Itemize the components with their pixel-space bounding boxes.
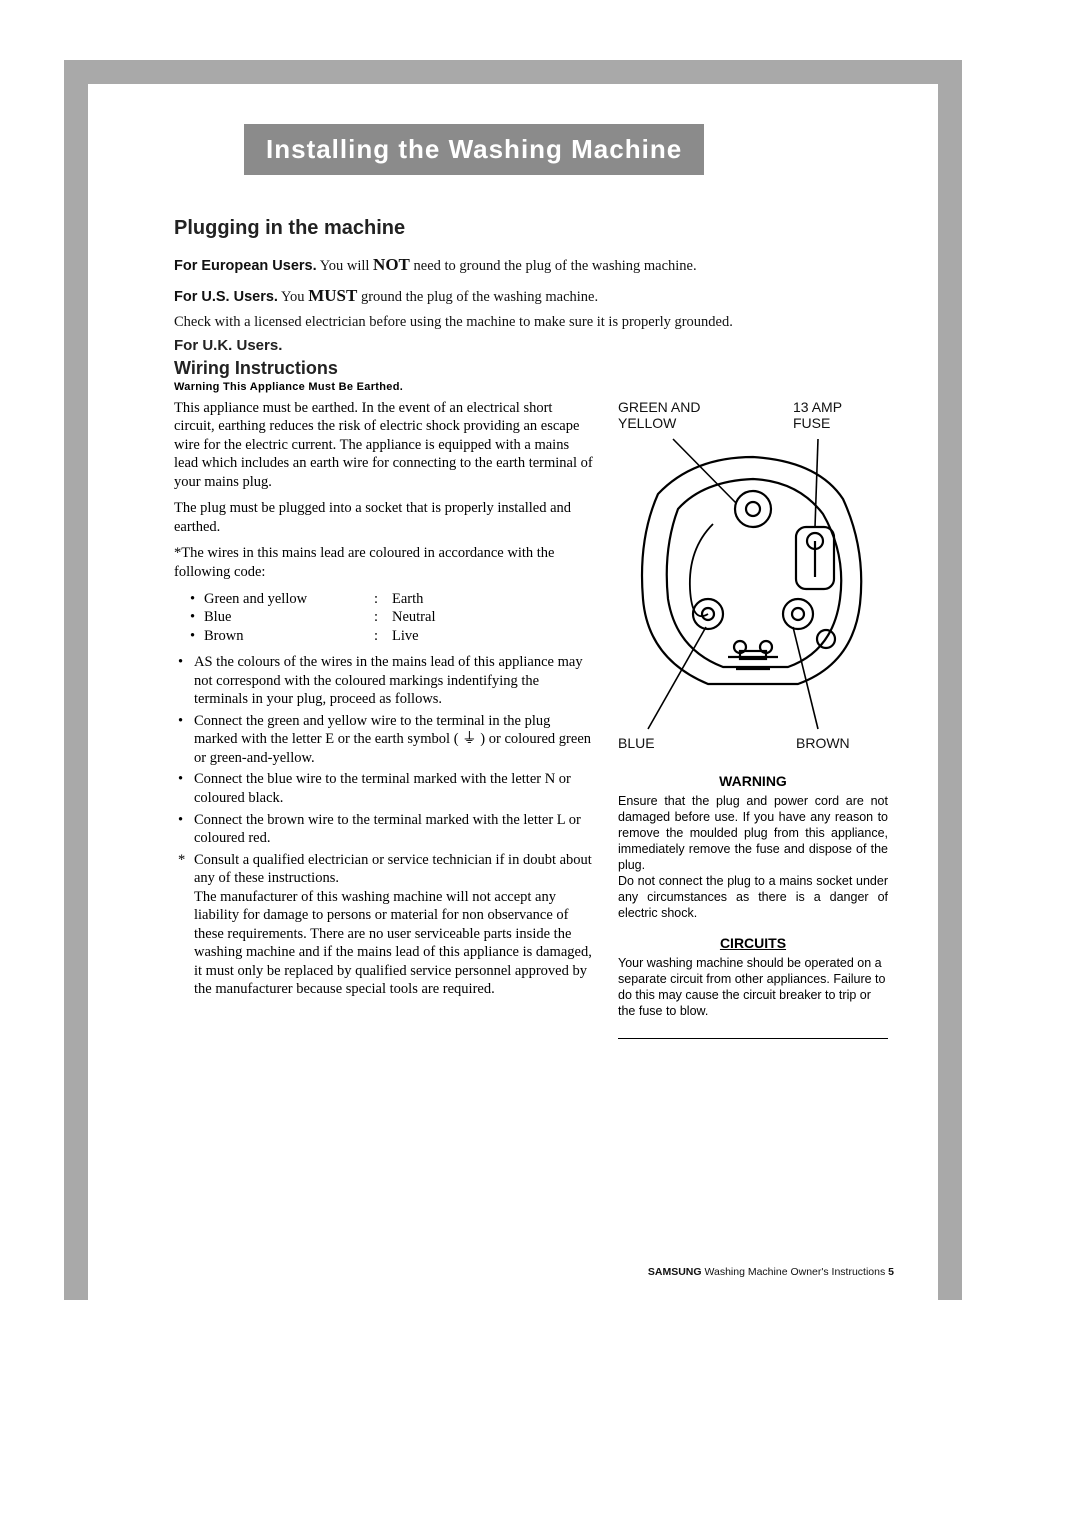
wire-colour-table: •Green and yellow:Earth •Blue:Neutral •B…	[190, 590, 594, 646]
code-intro: *The wires in this mains lead are colour…	[174, 544, 594, 581]
wire-row: •Green and yellow:Earth	[190, 590, 594, 609]
subsection-wiring: Wiring Instructions	[174, 358, 898, 379]
star-note: Consult a qualified electrician or servi…	[178, 851, 594, 999]
bullet-item: Connect the blue wire to the terminal ma…	[178, 770, 594, 807]
us-check-line: Check with a licensed electrician before…	[174, 313, 898, 331]
wiring-p1: This appliance must be earthed. In the e…	[174, 399, 594, 492]
eu-text-b: need to ground the plug of the washing m…	[410, 258, 697, 274]
bullet-item: Connect the brown wire to the terminal m…	[178, 811, 594, 848]
page-footer: SAMSUNG Washing Machine Owner's Instruct…	[648, 1266, 894, 1278]
right-column: GREEN ANDYELLOW 13 AMPFUSE BLUE BROWN	[618, 399, 888, 1039]
warning-heading: WARNING	[618, 773, 888, 789]
wire-role: Live	[392, 627, 419, 646]
wiring-p2: The plug must be plugged into a socket t…	[174, 499, 594, 536]
section-heading-plugging: Plugging in the machine	[174, 217, 898, 240]
footer-page: 5	[888, 1266, 894, 1278]
plug-diagram-svg	[618, 399, 888, 759]
us-must: MUST	[308, 286, 357, 305]
circuits-text: Your washing machine should be operated …	[618, 955, 888, 1020]
bullet-item: Connect the green and yellow wire to the…	[178, 712, 594, 768]
wire-name: Green and yellow	[204, 590, 374, 609]
plug-diagram: GREEN ANDYELLOW 13 AMPFUSE BLUE BROWN	[618, 399, 888, 759]
wire-role: Neutral	[392, 608, 435, 627]
page-frame: Installing the Washing Machine Plugging …	[64, 60, 962, 1300]
eu-not: NOT	[373, 255, 410, 274]
left-column: This appliance must be earthed. In the e…	[174, 399, 594, 1002]
wire-name: Brown	[204, 627, 374, 646]
us-text-b: ground the plug of the washing machine.	[357, 289, 598, 305]
us-users-line: For U.S. Users. You MUST ground the plug…	[174, 285, 898, 306]
page-banner: Installing the Washing Machine	[244, 124, 704, 175]
warning-earthed: Warning This Appliance Must Be Earthed.	[174, 381, 898, 393]
instruction-bullets: AS the colours of the wires in the mains…	[178, 653, 594, 999]
bullet-item: AS the colours of the wires in the mains…	[178, 653, 594, 709]
eu-text-a: You will	[317, 258, 373, 274]
us-label: For U.S. Users.	[174, 289, 278, 305]
eu-label: For European Users.	[174, 258, 317, 274]
wire-row: •Blue:Neutral	[190, 608, 594, 627]
wire-name: Blue	[204, 608, 374, 627]
uk-label: For U.K. Users.	[174, 337, 898, 354]
wire-role: Earth	[392, 590, 423, 609]
eu-users-line: For European Users. You will NOT need to…	[174, 254, 898, 275]
circuits-heading: CIRCUITS	[618, 935, 888, 951]
wire-row: •Brown:Live	[190, 627, 594, 646]
content-area: Installing the Washing Machine Plugging …	[88, 84, 938, 1039]
footer-brand: SAMSUNG	[648, 1266, 702, 1278]
us-text-a: You	[278, 289, 308, 305]
footer-text: Washing Machine Owner's Instructions	[702, 1266, 889, 1278]
warning-text: Ensure that the plug and power cord are …	[618, 793, 888, 921]
two-column-layout: This appliance must be earthed. In the e…	[174, 399, 898, 1039]
